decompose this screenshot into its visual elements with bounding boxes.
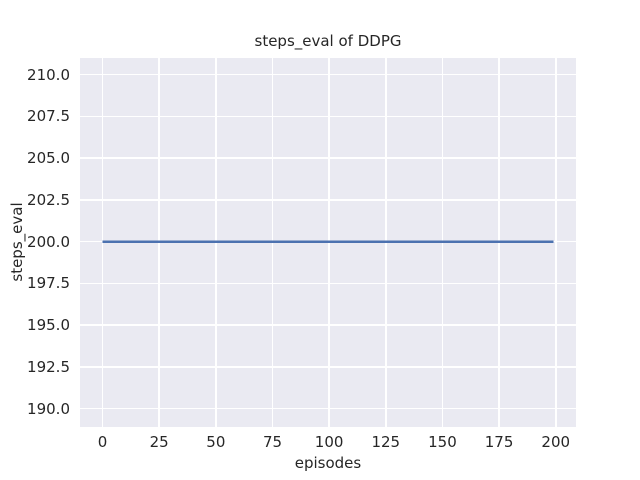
data-series-layer xyxy=(102,240,554,243)
x-tick-label-0: 0 xyxy=(97,433,108,451)
x-tick-label-200: 200 xyxy=(541,433,571,451)
x-axis-label: episodes xyxy=(294,454,362,472)
gridline-y-202.5 xyxy=(80,199,576,201)
x-tick-label-100: 100 xyxy=(314,433,344,451)
gridline-y-207.5 xyxy=(80,115,576,118)
y-tick-label-202.5: 202.5 xyxy=(27,190,70,209)
y-tick-label-197.5: 197.5 xyxy=(27,274,70,293)
x-tick-label-25: 25 xyxy=(149,433,169,451)
x-tick-label-50: 50 xyxy=(206,433,226,451)
gridline-y-195 xyxy=(80,324,576,326)
gridline-y-197.5 xyxy=(80,282,576,285)
plot-area xyxy=(80,58,576,427)
y-tick-label-205.0: 205.0 xyxy=(27,149,70,168)
chart-title: steps_eval of DDPG xyxy=(254,32,402,50)
x-tick-label-75: 75 xyxy=(262,433,283,451)
y-tick-label-195.0: 195.0 xyxy=(27,316,70,335)
x-tick-label-125: 125 xyxy=(371,433,401,451)
gridline-y-190 xyxy=(80,407,576,410)
gridline-x-200 xyxy=(554,58,557,427)
y-tick-label-210.0: 210.0 xyxy=(27,65,70,84)
y-tick-label-190.0: 190.0 xyxy=(27,399,70,418)
gridline-y-192.5 xyxy=(80,366,576,368)
y-tick-label-200.0: 200.0 xyxy=(27,232,70,251)
y-tick-label-192.5: 192.5 xyxy=(27,357,70,376)
y-tick-label-207.5: 207.5 xyxy=(27,107,70,126)
y-axis-label: steps_eval xyxy=(8,202,26,282)
gridline-y-210 xyxy=(80,73,576,76)
x-tick-label-175: 175 xyxy=(484,433,514,451)
x-tick-label-150: 150 xyxy=(428,433,457,451)
gridline-y-205 xyxy=(80,157,576,159)
